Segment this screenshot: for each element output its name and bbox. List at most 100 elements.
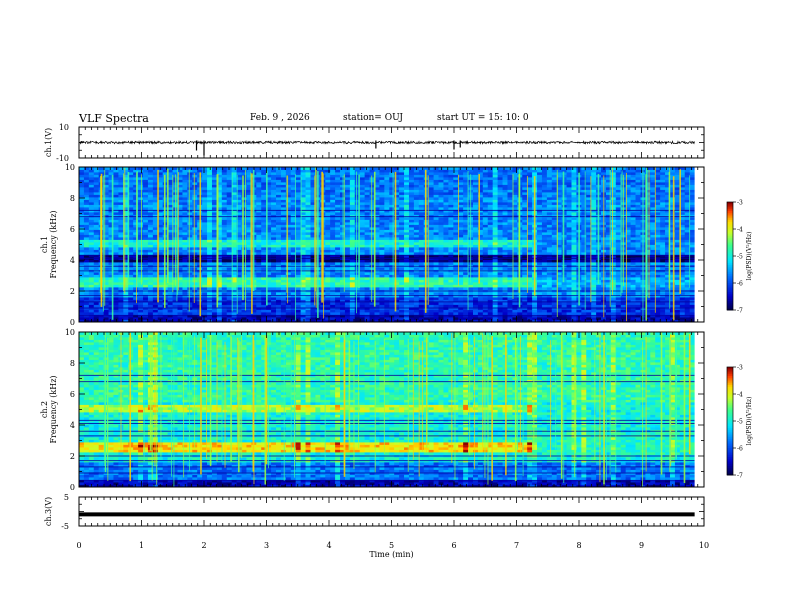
sp1-cell bbox=[335, 194, 341, 198]
sp1-cell bbox=[157, 187, 164, 190]
sp1-cell bbox=[448, 222, 454, 225]
sp1-cell bbox=[256, 249, 262, 253]
sp1-cell bbox=[123, 319, 129, 323]
sp1-cell bbox=[98, 319, 105, 323]
sp1-cell bbox=[359, 222, 366, 225]
sp1-cell bbox=[231, 279, 237, 283]
sp1-cell bbox=[320, 227, 326, 230]
sp1-cell bbox=[374, 184, 380, 188]
sp1-cell bbox=[300, 244, 306, 248]
sp1-cell bbox=[216, 284, 223, 288]
sp1-cell bbox=[271, 199, 277, 203]
sp1-cell bbox=[192, 197, 198, 200]
sp1-cell bbox=[152, 187, 159, 190]
sp1-cell bbox=[157, 274, 164, 278]
sp1-cell bbox=[246, 199, 252, 203]
sp1-cell bbox=[349, 304, 356, 308]
sp1-cell bbox=[103, 239, 109, 243]
sp1-cell bbox=[443, 209, 449, 213]
sp1-cell bbox=[202, 192, 208, 195]
sp1-cell bbox=[344, 197, 351, 200]
sp1-cell bbox=[192, 194, 198, 198]
sp1-cell bbox=[384, 244, 390, 248]
sp1-cell bbox=[152, 227, 159, 230]
sp1-cell bbox=[79, 167, 85, 170]
sp1-cell bbox=[226, 249, 233, 253]
sp1-cell bbox=[364, 189, 370, 193]
sp1-cell bbox=[310, 214, 316, 218]
sp1-cell bbox=[413, 222, 420, 225]
sp1-cell bbox=[344, 224, 351, 228]
sp1-cell bbox=[276, 222, 282, 225]
sp1-cell bbox=[128, 187, 134, 190]
sp1-cell bbox=[394, 214, 400, 218]
sp1-cell bbox=[157, 254, 164, 258]
sp1-cell bbox=[384, 237, 390, 240]
sp1-cell bbox=[290, 259, 297, 263]
sp1-cell bbox=[202, 209, 208, 213]
sp1-cell bbox=[384, 299, 390, 303]
sp1-cell bbox=[103, 169, 109, 173]
sp1-cell bbox=[276, 174, 282, 178]
sp1-cell bbox=[271, 187, 277, 190]
sp1-cell bbox=[143, 209, 149, 213]
sp1-cell bbox=[251, 312, 257, 315]
sp1-cell bbox=[276, 209, 282, 213]
sp1-cell bbox=[123, 254, 129, 258]
sp1-cell bbox=[118, 169, 124, 173]
sp1-cell bbox=[266, 297, 272, 300]
sp1-cell bbox=[266, 239, 272, 243]
sp1-cell bbox=[216, 242, 223, 245]
sp1-cell bbox=[320, 212, 326, 215]
sp1-cell bbox=[103, 259, 109, 263]
sp1-cell bbox=[438, 312, 444, 315]
sp1-cell bbox=[443, 317, 449, 320]
sp1-cell bbox=[408, 207, 415, 210]
sp1-cell bbox=[300, 249, 306, 253]
sp1-cell bbox=[305, 227, 311, 230]
sp1-cell bbox=[202, 297, 208, 300]
sp1-cell bbox=[369, 287, 375, 290]
sp1-cell bbox=[266, 237, 272, 240]
sp1-cell bbox=[448, 177, 454, 180]
sp1-cell bbox=[246, 217, 252, 220]
sp1-cell bbox=[285, 209, 292, 213]
sp1-cell bbox=[389, 262, 395, 265]
sp1-cell bbox=[453, 234, 459, 238]
sp1-cell bbox=[384, 222, 390, 225]
sp1-cell bbox=[290, 172, 297, 175]
sp1-cell bbox=[354, 302, 361, 305]
sp1-cell bbox=[93, 272, 100, 275]
sp1-cell bbox=[413, 309, 420, 313]
sp1-cell bbox=[369, 274, 375, 278]
sp1-cell bbox=[384, 242, 390, 245]
sp1-cell bbox=[320, 187, 326, 190]
sp1-cell bbox=[118, 199, 124, 203]
sp1-cell bbox=[374, 302, 380, 305]
sp1-cell bbox=[182, 249, 188, 253]
sp1-cell bbox=[320, 292, 326, 295]
sp1-cell bbox=[413, 219, 420, 223]
sp1-cell bbox=[197, 319, 203, 323]
sp1-cell bbox=[320, 222, 326, 225]
sp1-cell bbox=[325, 227, 331, 230]
sp1-cell bbox=[226, 304, 233, 308]
sp1-cell bbox=[187, 187, 193, 190]
sp1-cell bbox=[172, 169, 178, 173]
sp1-cell bbox=[88, 212, 95, 215]
sp1-cell bbox=[340, 292, 346, 295]
sp1-cell bbox=[211, 252, 218, 255]
sp1-cell bbox=[103, 207, 109, 210]
sp1-cell bbox=[79, 199, 85, 203]
sp1-cell bbox=[295, 177, 302, 180]
sp1-cell bbox=[349, 239, 356, 243]
sp1-cell bbox=[354, 194, 361, 198]
sp1-cell bbox=[202, 284, 208, 288]
sp1-cell bbox=[236, 244, 242, 248]
sp1-cell bbox=[408, 267, 415, 270]
sp1-cell bbox=[325, 279, 331, 283]
sp1-cell bbox=[325, 172, 331, 175]
sp1-cell bbox=[256, 202, 262, 205]
sp1-cell bbox=[202, 172, 208, 175]
sp1-cell bbox=[147, 244, 154, 248]
